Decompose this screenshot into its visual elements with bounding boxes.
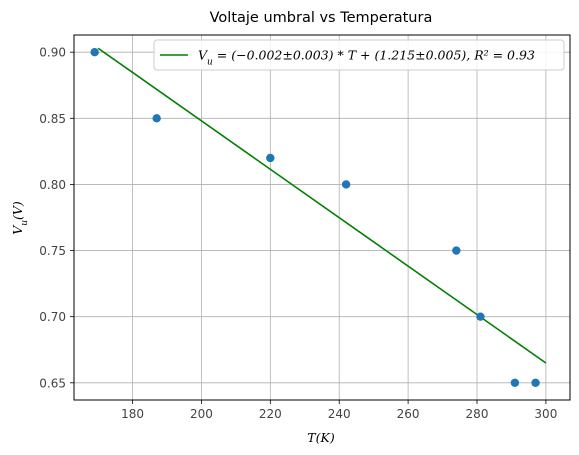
y-tick-label: 0.85 [39, 112, 66, 126]
x-tick-label: 280 [466, 407, 489, 421]
data-point [341, 180, 351, 189]
grid [74, 35, 570, 400]
points-group [90, 47, 540, 388]
x-ticks: 180 200 220 240 260 280 300 [121, 400, 557, 421]
data-point [152, 114, 161, 123]
y-ticks: 0.65 0.70 0.75 0.80 0.85 0.90 [39, 46, 74, 390]
data-point [510, 378, 520, 388]
x-tick-label: 200 [190, 407, 213, 421]
data-point [90, 47, 99, 57]
y-tick-label: 0.80 [39, 178, 66, 192]
data-point [452, 246, 461, 255]
legend-box [153, 39, 565, 71]
y-tick-label: 0.65 [39, 376, 66, 390]
y-tick-label: 0.70 [39, 310, 66, 324]
x-tick-label: 300 [534, 407, 557, 421]
x-tick-label: 260 [397, 407, 420, 421]
data-point [476, 312, 485, 321]
x-axis-label: T(K) [307, 430, 335, 445]
plot-frame [73, 34, 571, 401]
data-point [531, 378, 540, 388]
chart-title: Voltaje umbral vs Temperatura [210, 10, 433, 26]
fit-line-group [97, 47, 547, 364]
fit-line [97, 47, 547, 364]
x-tick-label: 240 [328, 407, 351, 421]
y-tick-label: 0.75 [39, 244, 66, 258]
y-tick-label: 0.90 [39, 46, 66, 60]
data-point [266, 153, 275, 163]
y-axis-label: Vu(V) [10, 201, 30, 235]
x-tick-label: 220 [259, 407, 282, 421]
legend: Vu = (−0.002±0.003) * T + (1.215±0.005),… [153, 39, 565, 71]
x-tick-label: 180 [121, 407, 144, 421]
